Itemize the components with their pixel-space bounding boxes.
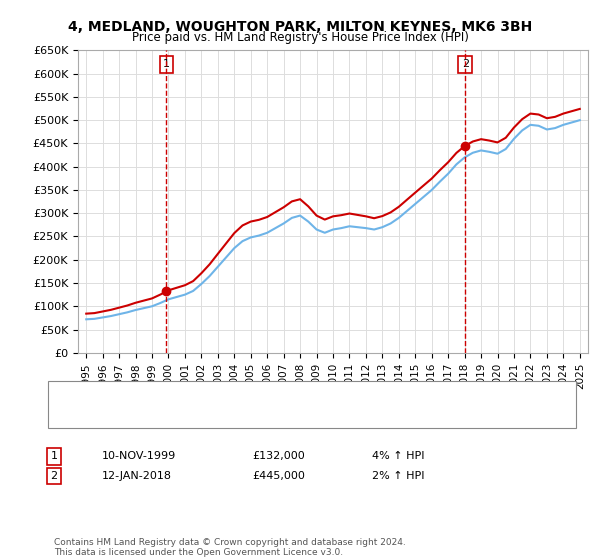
Text: Contains HM Land Registry data © Crown copyright and database right 2024.
This d: Contains HM Land Registry data © Crown c… xyxy=(54,538,406,557)
Text: 1: 1 xyxy=(50,451,58,461)
Text: 4% ↑ HPI: 4% ↑ HPI xyxy=(372,451,425,461)
Text: £132,000: £132,000 xyxy=(252,451,305,461)
Text: 2: 2 xyxy=(50,471,58,481)
Text: 2: 2 xyxy=(462,59,469,69)
Text: 1: 1 xyxy=(163,59,170,69)
Text: ─────: ───── xyxy=(60,388,97,400)
Text: 12-JAN-2018: 12-JAN-2018 xyxy=(102,471,172,481)
Text: 4, MEDLAND, WOUGHTON PARK, MILTON KEYNES, MK6 3BH (detached house): 4, MEDLAND, WOUGHTON PARK, MILTON KEYNES… xyxy=(132,389,535,399)
Text: £445,000: £445,000 xyxy=(252,471,305,481)
Text: 10-NOV-1999: 10-NOV-1999 xyxy=(102,451,176,461)
Text: Price paid vs. HM Land Registry's House Price Index (HPI): Price paid vs. HM Land Registry's House … xyxy=(131,31,469,44)
Text: 4, MEDLAND, WOUGHTON PARK, MILTON KEYNES, MK6 3BH: 4, MEDLAND, WOUGHTON PARK, MILTON KEYNES… xyxy=(68,20,532,34)
Text: 2% ↑ HPI: 2% ↑ HPI xyxy=(372,471,425,481)
Text: ─────: ───── xyxy=(60,410,97,423)
Text: HPI: Average price, detached house, Milton Keynes: HPI: Average price, detached house, Milt… xyxy=(132,412,397,422)
